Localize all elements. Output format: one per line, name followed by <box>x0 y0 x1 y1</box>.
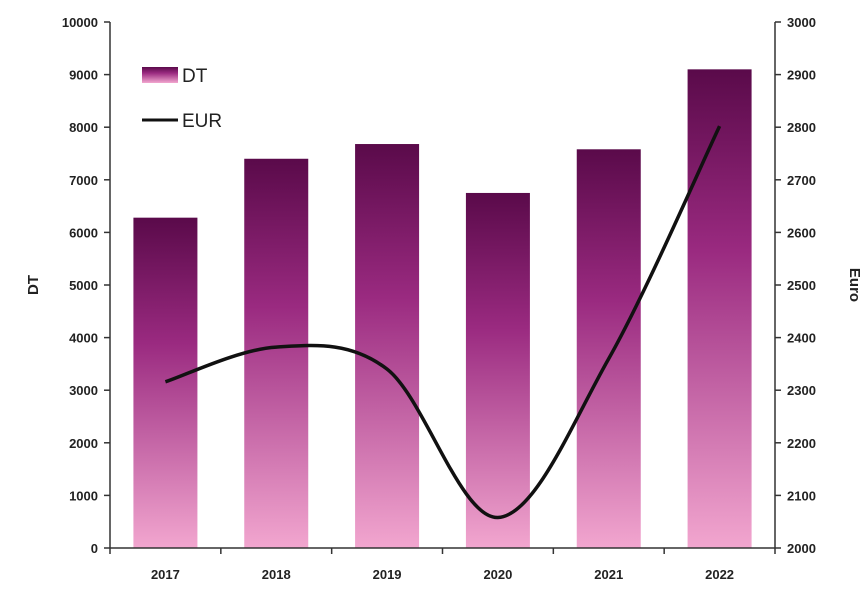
legend-label-dt: DT <box>182 66 208 87</box>
y2-tick-label: 2500 <box>787 278 816 293</box>
y2-tick-label: 2600 <box>787 225 816 240</box>
y2-tick-label: 2400 <box>787 331 816 346</box>
x-tick-label: 2021 <box>594 567 623 582</box>
bar-2022 <box>687 69 752 548</box>
x-tick-label: 2018 <box>262 567 291 582</box>
y2-tick-label: 2700 <box>787 173 816 188</box>
y-tick-label: 3000 <box>69 383 98 398</box>
series-line-eur <box>164 125 722 520</box>
line-layer <box>164 125 722 520</box>
y2-axis-title: Euro <box>846 268 863 302</box>
y-tick-label: 7000 <box>69 173 98 188</box>
y2-tick-label: 2100 <box>787 488 816 503</box>
legend: DT EUR <box>142 66 222 132</box>
x-tick-label: 2019 <box>373 567 402 582</box>
y-tick-label: 9000 <box>69 68 98 83</box>
y2-tick-label: 2200 <box>787 436 816 451</box>
y-tick-label: 4000 <box>69 331 98 346</box>
x-tick-label: 2020 <box>483 567 512 582</box>
y-tick-label: 1000 <box>69 488 98 503</box>
x-tick-label: 2017 <box>151 567 180 582</box>
y-tick-label: 8000 <box>69 120 98 135</box>
y-tick-label: 6000 <box>69 225 98 240</box>
y2-tick-label: 2300 <box>787 383 816 398</box>
legend-swatch-dt <box>142 67 178 83</box>
bars <box>133 69 752 549</box>
y2-tick-label: 2900 <box>787 68 816 83</box>
x-tick-labels: 2017 2018 2019 2020 2021 2022 <box>109 548 776 582</box>
right-axis: 2000 2100 2200 2300 2400 2500 2600 2700 2800 2900… <box>774 15 816 556</box>
y-tick-label: 2000 <box>69 436 98 451</box>
legend-label-eur: EUR <box>182 111 222 132</box>
bar-2021 <box>576 149 641 549</box>
y-axis-title: DT <box>25 275 42 295</box>
bar-2018 <box>244 158 309 548</box>
y-tick-label: 10000 <box>62 15 98 30</box>
bar-2019 <box>355 144 420 549</box>
y2-tick-label: 2000 <box>787 541 816 556</box>
y-tick-label: 0 <box>91 541 98 556</box>
y-tick-label: 5000 <box>69 278 98 293</box>
x-tick-label: 2022 <box>705 567 734 582</box>
y2-tick-label: 3000 <box>787 15 816 30</box>
bar-2020 <box>465 192 530 548</box>
y2-tick-label: 2800 <box>787 120 816 135</box>
bar-2017 <box>133 217 198 548</box>
left-axis: 0 1000 2000 3000 4000 5000 6000 7000 8000 9000 100… <box>62 15 111 556</box>
